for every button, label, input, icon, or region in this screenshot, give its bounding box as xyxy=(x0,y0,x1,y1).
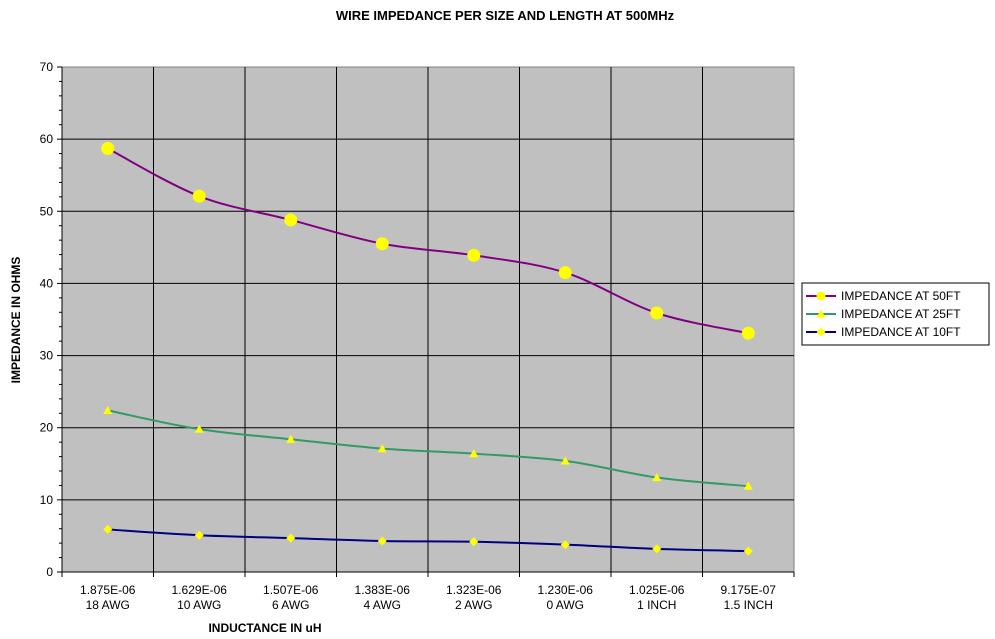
y-tick-label: 50 xyxy=(40,204,54,218)
x-tick-label-sub: 1 INCH xyxy=(637,598,676,612)
data-point xyxy=(286,533,296,543)
series-line xyxy=(107,409,749,488)
data-point xyxy=(286,434,296,443)
x-tick-label-sub: 6 AWG xyxy=(272,598,310,612)
x-tick-label-sub: 2 AWG xyxy=(455,598,493,612)
data-point xyxy=(194,424,204,433)
y-tick-label: 70 xyxy=(40,60,54,74)
x-tick-label-sub: 1.5 INCH xyxy=(724,598,773,612)
axes xyxy=(57,66,795,577)
data-point xyxy=(467,248,481,262)
x-tick-label: 9.175E-07 xyxy=(721,583,777,597)
series-group xyxy=(101,142,755,556)
data-point xyxy=(103,524,113,534)
data-point xyxy=(469,449,479,458)
y-tick-label: 20 xyxy=(40,421,54,435)
y-tick-label: 0 xyxy=(46,565,53,579)
x-tick-label: 1.629E-06 xyxy=(172,583,228,597)
y-tick-label: 40 xyxy=(40,276,54,290)
legend-label: IMPEDANCE AT 25FT xyxy=(841,307,961,321)
series-1 xyxy=(103,405,753,490)
legend-items: IMPEDANCE AT 50FT IMPEDANCE AT 25FT IMPEDA… xyxy=(806,289,961,339)
x-tick-label: 1.383E-06 xyxy=(355,583,411,597)
x-tick-label-sub: 10 AWG xyxy=(177,598,221,612)
data-point xyxy=(192,189,206,203)
legend-marker xyxy=(816,327,826,337)
data-point xyxy=(469,537,479,547)
data-point xyxy=(103,405,113,414)
grid-lines xyxy=(62,67,794,572)
y-axis-title: IMPEDANCE IN OHMS xyxy=(9,257,23,384)
data-point xyxy=(652,472,662,482)
data-point xyxy=(652,544,662,554)
legend-marker xyxy=(816,291,826,301)
x-tick-label: 1.230E-06 xyxy=(538,583,594,597)
x-tick-label: 1.323E-06 xyxy=(446,583,502,597)
series-0 xyxy=(101,142,755,340)
legend-marker xyxy=(816,309,826,318)
x-axis-title: INDUCTANCE IN uH xyxy=(208,621,321,635)
y-tick-label: 30 xyxy=(40,349,54,363)
data-point xyxy=(101,142,115,156)
x-tick-label: 1.025E-06 xyxy=(629,583,685,597)
y-tick-label: 60 xyxy=(40,132,54,146)
x-tick-label: 1.507E-06 xyxy=(263,583,319,597)
data-point xyxy=(284,213,298,227)
data-point xyxy=(560,540,570,550)
x-tick-label-sub: 0 AWG xyxy=(546,598,584,612)
x-tick-label-sub: 4 AWG xyxy=(363,598,401,612)
data-point xyxy=(560,456,570,465)
data-point xyxy=(741,326,755,340)
data-point xyxy=(194,530,204,540)
y-tick-labels: 0 10 20 30 40 50 60 70 xyxy=(40,60,54,579)
data-point xyxy=(377,444,387,453)
series-line xyxy=(107,528,749,553)
chart-title: WIRE IMPEDANCE PER SIZE AND LENGTH AT 50… xyxy=(336,8,675,23)
x-tick-label: 1.875E-06 xyxy=(80,583,136,597)
legend-label: IMPEDANCE AT 50FT xyxy=(841,289,961,303)
legend: IMPEDANCE AT 50FT IMPEDANCE AT 25FT IMPEDA… xyxy=(801,282,990,346)
x-tick-label-sub: 18 AWG xyxy=(86,598,130,612)
data-point xyxy=(743,481,753,490)
legend-label: IMPEDANCE AT 10FT xyxy=(841,325,961,339)
data-point xyxy=(558,266,572,280)
data-point xyxy=(375,237,389,251)
data-point xyxy=(650,306,664,320)
data-point xyxy=(377,536,387,546)
series-2 xyxy=(103,524,753,556)
y-tick-label: 10 xyxy=(40,493,54,507)
data-point xyxy=(743,546,753,556)
